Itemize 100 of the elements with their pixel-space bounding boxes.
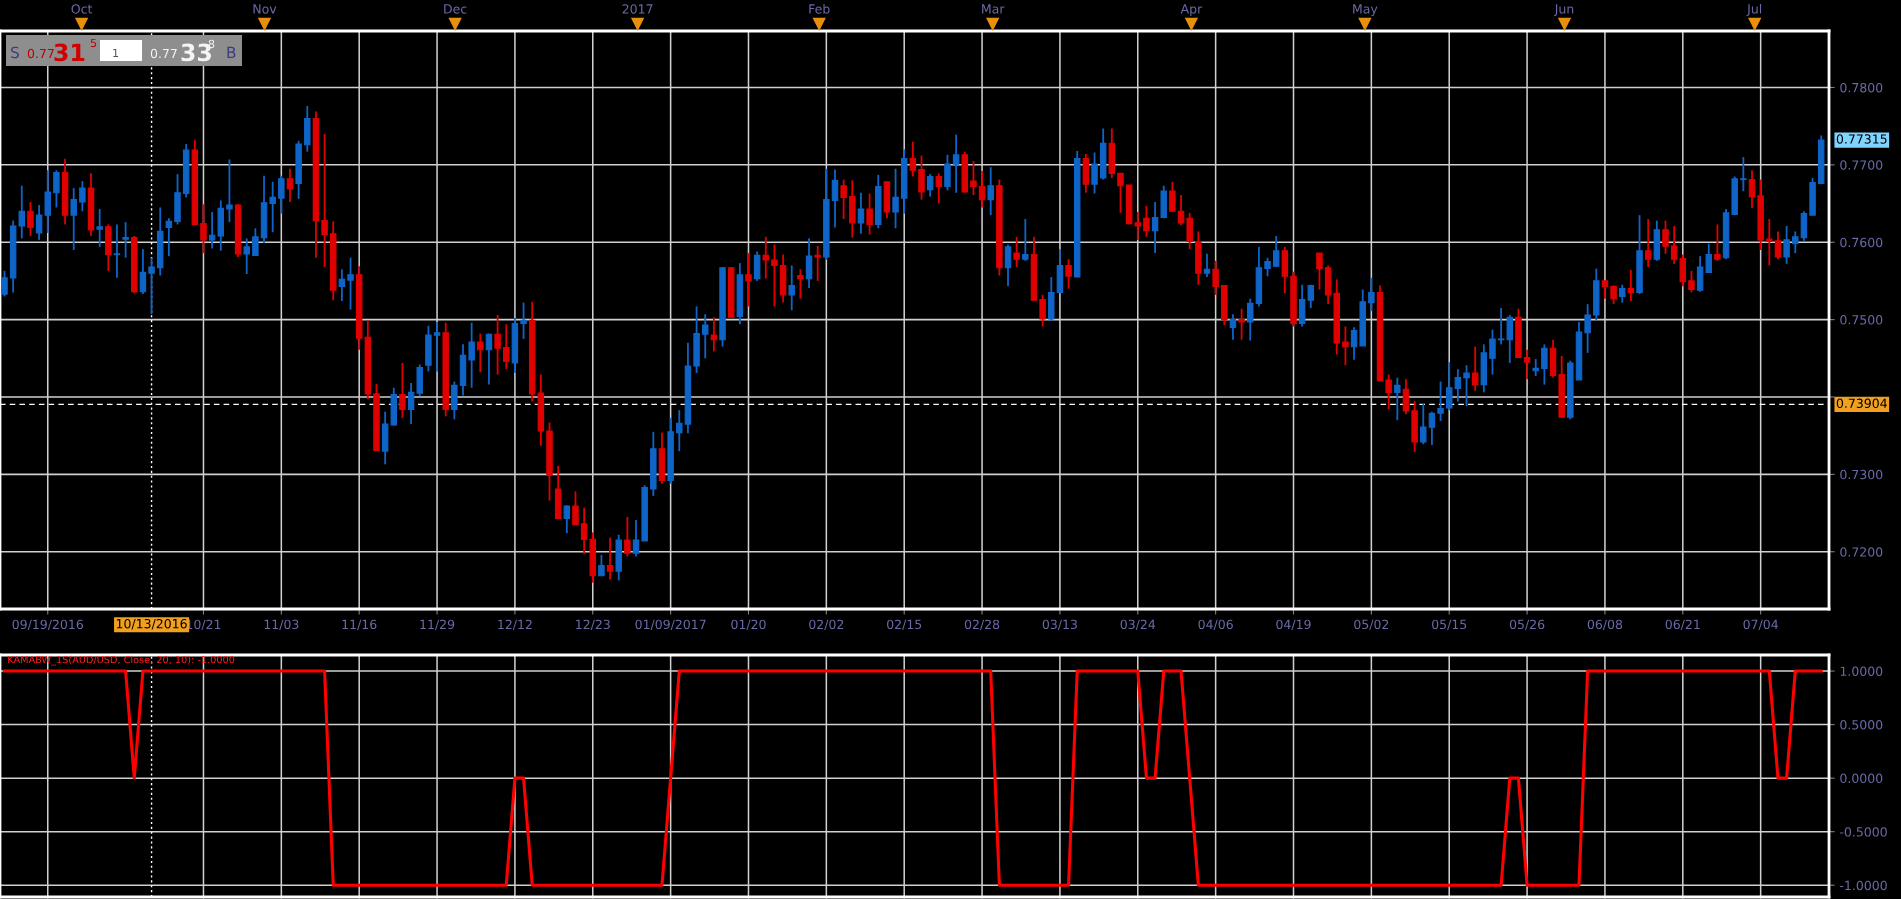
candlestick bbox=[1463, 364, 1470, 408]
candlestick bbox=[1272, 235, 1280, 268]
candlestick bbox=[1039, 293, 1046, 328]
candlestick bbox=[1143, 204, 1150, 238]
candlestick bbox=[347, 256, 354, 311]
candlestick bbox=[1740, 156, 1747, 193]
candlestick bbox=[987, 166, 994, 217]
candlestick bbox=[1013, 235, 1020, 268]
candlestick bbox=[1151, 201, 1159, 254]
candlestick bbox=[1696, 255, 1704, 293]
x-tick-label: 11/03 bbox=[264, 619, 299, 631]
candlestick bbox=[598, 553, 605, 577]
candlestick bbox=[451, 380, 458, 421]
candlestick bbox=[79, 180, 86, 213]
annotation: 0.77 bbox=[150, 48, 177, 59]
x-tick-label: 11/29 bbox=[420, 619, 455, 631]
y-tick-label: 1.0000 bbox=[1840, 666, 1883, 676]
candlestick bbox=[805, 237, 813, 289]
candlestick bbox=[1766, 218, 1773, 267]
text: 2017 bbox=[622, 4, 653, 14]
candlestick bbox=[1679, 253, 1687, 288]
candlestick bbox=[624, 516, 631, 558]
candlestick bbox=[1532, 358, 1539, 378]
candlestick bbox=[208, 211, 216, 250]
candlestick bbox=[1203, 252, 1211, 278]
x-tick-label: 10/21 bbox=[186, 619, 221, 631]
candlestick bbox=[1662, 219, 1669, 255]
candlestick bbox=[1342, 325, 1349, 367]
candlestick bbox=[468, 321, 475, 389]
candlestick bbox=[226, 158, 233, 224]
candlestick bbox=[1169, 180, 1176, 213]
y-tick-label: 0.7700 bbox=[1840, 160, 1883, 170]
annotation: 31 bbox=[54, 43, 85, 62]
text: Apr bbox=[1180, 4, 1203, 17]
candlestick bbox=[1177, 194, 1185, 227]
candlestick bbox=[1298, 283, 1306, 328]
x-tick-label: 01/20 bbox=[731, 619, 766, 631]
candlestick bbox=[165, 217, 173, 258]
candlestick bbox=[1394, 376, 1401, 422]
candlestick bbox=[1091, 151, 1098, 195]
candlestick bbox=[1774, 230, 1782, 261]
candlestick bbox=[35, 204, 43, 241]
x-tick-label: 06/21 bbox=[1665, 619, 1700, 631]
candlestick bbox=[1497, 307, 1505, 346]
candlestick bbox=[1212, 259, 1219, 296]
candlestick bbox=[139, 248, 147, 295]
x-tick-label: 03/24 bbox=[1120, 619, 1156, 631]
candlestick bbox=[1792, 230, 1799, 254]
candlestick bbox=[1748, 169, 1756, 210]
candlestick bbox=[1541, 343, 1548, 386]
candlestick bbox=[745, 252, 752, 308]
candlestick bbox=[1316, 252, 1323, 291]
annotation: B bbox=[227, 46, 236, 58]
candlestick bbox=[1783, 225, 1790, 265]
annotation: 5 bbox=[90, 38, 97, 48]
candlestick bbox=[1670, 225, 1678, 265]
candlestick bbox=[1229, 313, 1237, 341]
annotation: 0.77 bbox=[27, 48, 54, 59]
candlestick bbox=[701, 313, 709, 360]
candlestick bbox=[485, 332, 493, 386]
candlestick bbox=[1445, 361, 1453, 412]
candlestick bbox=[1644, 218, 1652, 268]
candlestick bbox=[1022, 218, 1029, 262]
candlestick bbox=[1186, 211, 1193, 251]
candlestick bbox=[1117, 172, 1124, 214]
candlestick bbox=[286, 167, 294, 203]
candlestick bbox=[1714, 223, 1721, 262]
x-tick-label: 05/02 bbox=[1354, 619, 1389, 631]
candlestick bbox=[788, 264, 795, 312]
candlestick bbox=[909, 140, 917, 178]
x-tick-label: 05/15 bbox=[1432, 619, 1467, 631]
candlestick bbox=[122, 221, 129, 259]
candlestick bbox=[321, 133, 328, 268]
candlestick bbox=[1420, 403, 1427, 446]
candlestick bbox=[831, 168, 839, 229]
candlestick bbox=[1705, 242, 1712, 274]
candlestick bbox=[978, 170, 986, 209]
x-tick-label: 02/15 bbox=[887, 619, 922, 631]
y-tick-label: 0.7300 bbox=[1840, 469, 1883, 480]
y-tick-label: 0.0000 bbox=[1840, 773, 1883, 784]
text: Jun bbox=[1554, 4, 1574, 16]
candlestick bbox=[952, 133, 960, 194]
candlestick bbox=[18, 184, 26, 240]
x-tick-label: 02/02 bbox=[809, 619, 844, 631]
candlestick bbox=[935, 172, 943, 205]
candlestick bbox=[944, 153, 951, 192]
candlestick bbox=[1264, 256, 1271, 278]
x-tick-label: 09/19/2016 bbox=[12, 619, 83, 631]
candlestick bbox=[1489, 328, 1496, 376]
y-tick-label: 0.7600 bbox=[1840, 237, 1883, 248]
text: May bbox=[1353, 4, 1378, 17]
candlestick bbox=[338, 268, 346, 302]
x-tick-label: 04/19 bbox=[1276, 619, 1311, 631]
candlestick bbox=[857, 191, 865, 235]
annotation: 33 bbox=[181, 43, 211, 62]
candlestick bbox=[918, 154, 925, 201]
x-tick-label: 12/12 bbox=[498, 619, 532, 631]
candlestick bbox=[1688, 269, 1695, 294]
ref-line-label: 0.73904 bbox=[1836, 398, 1887, 409]
candlestick bbox=[580, 506, 588, 555]
